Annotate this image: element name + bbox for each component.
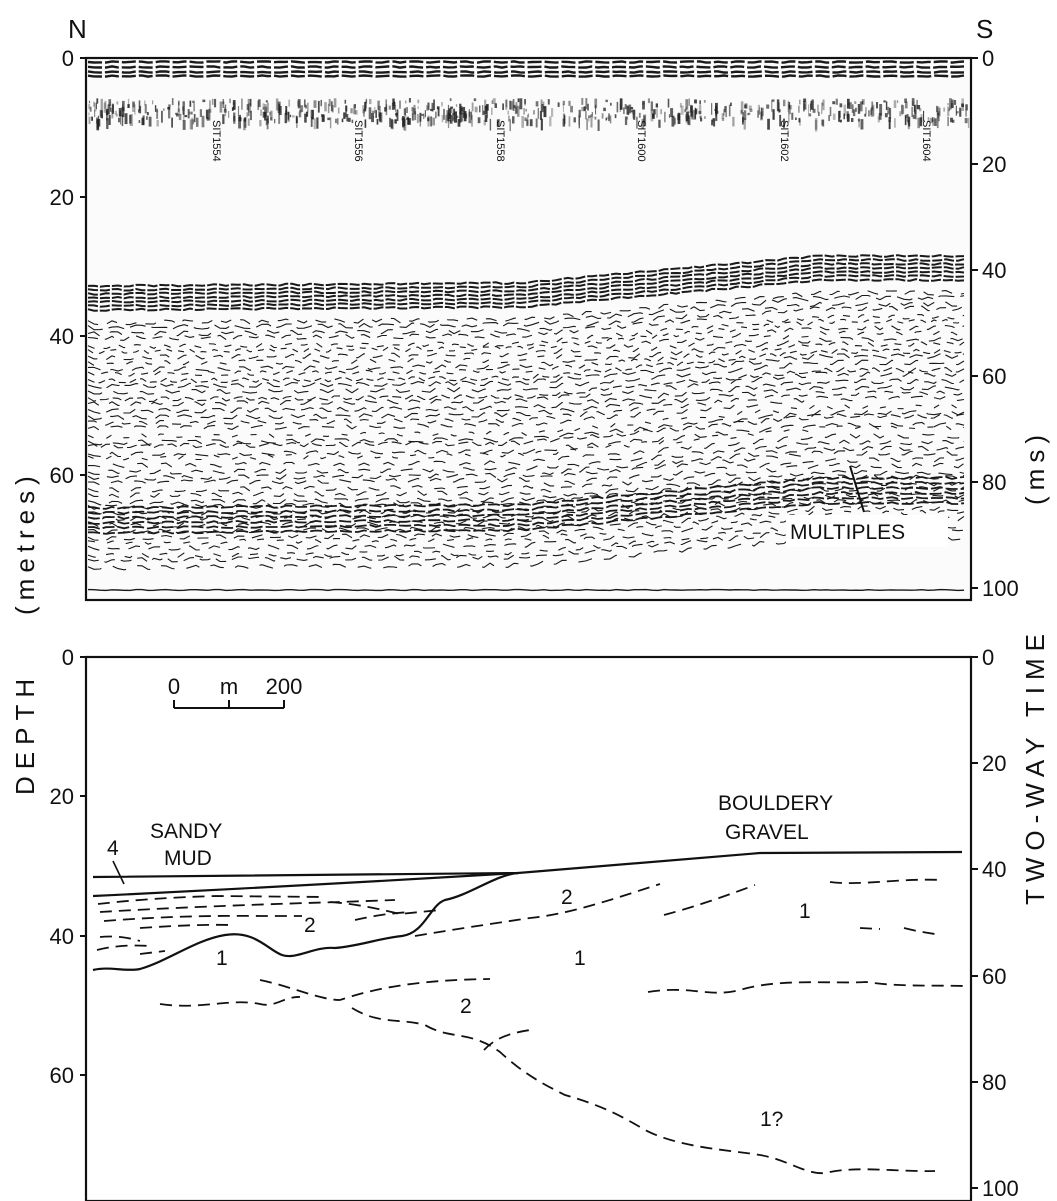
depth-tick-label: 0	[62, 645, 74, 670]
top-time-axis: 0 20 40 60 80 100	[971, 46, 1019, 601]
interpretation-panel-frame	[84, 655, 973, 1201]
time-tick-label: 80	[982, 470, 1006, 495]
unit-4-label: 4	[107, 837, 119, 860]
top-depth-axis: 0 20 40 60	[50, 46, 86, 488]
scale-bar: 0 m 200	[168, 674, 303, 709]
unit-1-top-boundary	[92, 871, 519, 972]
bouldery-label: BOULDERY	[718, 792, 833, 815]
seabed-line	[92, 850, 963, 879]
shot-label: SIT1558	[494, 120, 506, 162]
time-tick-label: 60	[982, 364, 1006, 389]
depth-tick-label: 0	[62, 46, 74, 71]
time-tick-label: 100	[982, 576, 1019, 601]
unit-label: 2	[460, 995, 472, 1018]
depth-tick-label: 60	[50, 1063, 74, 1088]
unit-label: 2	[304, 914, 316, 937]
scale-bar-end: 200	[266, 674, 303, 699]
north-label: N	[68, 14, 87, 44]
depth-tick-label: 40	[50, 324, 74, 349]
multiples-label: MULTIPLES	[790, 521, 905, 544]
shot-label: SIT1556	[352, 120, 364, 162]
depth-tick-label: 20	[50, 784, 74, 809]
unit-4-leader	[112, 860, 125, 885]
shot-point-labels: SIT1554 SIT1556 SIT1558 SIT1600 SIT1602 …	[210, 120, 932, 162]
time-tick-label: 20	[982, 152, 1006, 177]
shot-label: SIT1600	[635, 120, 647, 162]
unit-label: 1	[574, 947, 586, 970]
time-tick-label: 100	[982, 1176, 1019, 1201]
time-tick-label: 20	[982, 751, 1006, 776]
seismic-panel-frame	[84, 56, 973, 602]
time-axis-unit: (ms)	[1020, 429, 1050, 505]
time-tick-label: 60	[982, 964, 1006, 989]
gravel-label: GRAVEL	[725, 821, 809, 844]
sandy-label: SANDY	[150, 820, 222, 843]
scale-bar-start: 0	[168, 674, 180, 699]
unit-label: 1	[216, 947, 228, 970]
depth-tick-label: 20	[50, 185, 74, 210]
bottom-time-axis: 0 20 40 60 80 100	[971, 645, 1019, 1201]
multiples-leader-line	[849, 465, 865, 513]
scale-bar-unit: m	[220, 674, 238, 699]
unit-label: 1	[799, 900, 811, 923]
seismic-record-panel: SIT1554 SIT1556 SIT1558 SIT1600 SIT1602 …	[84, 56, 973, 602]
time-tick-label: 40	[982, 258, 1006, 283]
bottom-depth-axis: 0 20 40 60	[50, 645, 86, 1088]
depth-axis-unit: (metres)	[10, 470, 40, 615]
dashed-reflectors	[96, 878, 967, 1175]
time-axis-word: TWO-WAY TIME	[1020, 627, 1050, 905]
unit-label: 2	[561, 886, 573, 909]
depth-axis-word: DEPTH	[10, 672, 40, 795]
time-tick-label: 80	[982, 1070, 1006, 1095]
shot-label: SIT1554	[210, 120, 222, 162]
time-axis-title: TWO-WAY TIME (ms)	[1020, 429, 1050, 905]
depth-tick-label: 40	[50, 924, 74, 949]
seismic-texture	[87, 60, 970, 592]
time-tick-label: 0	[982, 645, 994, 670]
interpretation-panel: 0 m 200	[84, 655, 973, 1201]
shot-label: SIT1604	[920, 120, 932, 162]
unit-labels: 2 1 2 1 2 1 1?	[216, 886, 811, 1131]
depth-tick-label: 60	[50, 463, 74, 488]
unit-label: 1?	[760, 1108, 783, 1131]
south-label: S	[976, 14, 993, 44]
depth-axis-title: DEPTH (metres)	[10, 470, 40, 795]
shot-label: SIT1602	[778, 120, 790, 162]
mud-base-line	[92, 871, 519, 898]
time-tick-label: 0	[982, 46, 994, 71]
mud-label: MUD	[164, 847, 212, 870]
time-tick-label: 40	[982, 857, 1006, 882]
